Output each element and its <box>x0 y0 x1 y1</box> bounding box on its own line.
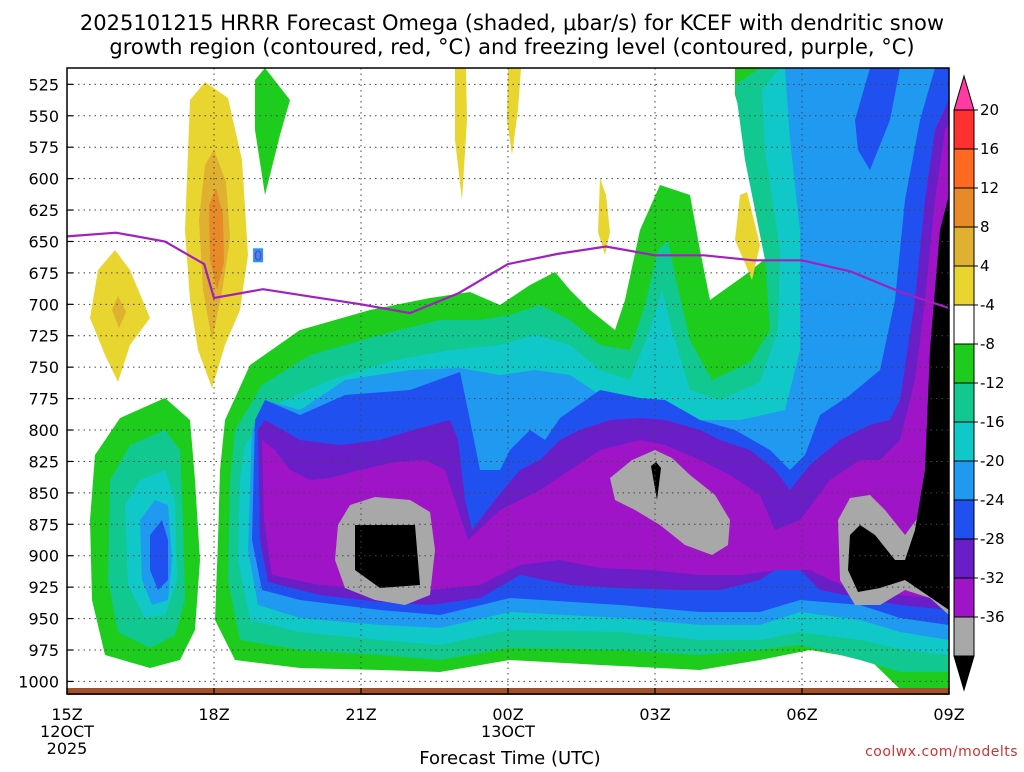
colorbar-label: -20 <box>980 452 1005 470</box>
colorbar-label: -32 <box>980 569 1005 587</box>
y-tick-label: 700 <box>28 295 59 314</box>
colorbar-label: -8 <box>980 335 995 353</box>
omega-band-minus-28 <box>262 125 949 600</box>
omega-band-minus-36 <box>355 195 949 610</box>
colorbar-segment <box>953 109 975 150</box>
colorbar-label: -16 <box>980 413 1005 431</box>
colorbar-segment <box>953 382 975 423</box>
omega-band-plus-12 <box>209 188 224 290</box>
freezing-label-bg <box>253 248 264 263</box>
x-tick-label: 09Z <box>933 705 964 724</box>
y-tick-label: 975 <box>28 641 59 660</box>
colorbar-segment <box>953 148 975 189</box>
y-tick-label: 825 <box>28 452 59 471</box>
y-tick-label: 600 <box>28 170 59 189</box>
y-tick-label: 750 <box>28 358 59 377</box>
freezing-label-text: 0 <box>254 249 262 264</box>
x-tick-label: 21Z <box>345 705 376 724</box>
x-tick-label: 18Z <box>198 705 229 724</box>
y-tick-label: 625 <box>28 201 59 220</box>
y-tick-label: 725 <box>28 327 59 346</box>
colorbar-segment <box>953 226 975 267</box>
y-axis: 525 550 575 600 625 650 675 700 725 750 775 800 825 8… <box>18 75 73 691</box>
colorbar-segment <box>953 499 975 540</box>
y-tick-label: 675 <box>28 264 59 283</box>
colorbar-label: 12 <box>980 179 999 197</box>
chart-title-line2: growth region (contoured, red, °C) and f… <box>109 35 914 59</box>
colorbar-segment <box>953 265 975 306</box>
freezing-level-label: 0 <box>253 248 264 264</box>
omega-shading <box>90 68 949 694</box>
colorbar-label: -12 <box>980 374 1005 392</box>
y-tick-label: 1000 <box>18 672 59 691</box>
colorbar-segment <box>953 304 975 345</box>
x-tick-label: 00Z <box>492 705 523 724</box>
x-tick-label: 06Z <box>786 705 817 724</box>
colorbar-segment <box>953 343 975 384</box>
colorbar-label: -24 <box>980 491 1005 509</box>
y-tick-label: 900 <box>28 547 59 566</box>
colorbar-label: -28 <box>980 530 1005 548</box>
y-tick-label: 775 <box>28 390 59 409</box>
credit-link[interactable]: coolwx.com/modelts <box>865 744 1018 760</box>
colorbar: 20 16 12 8 4 -4 -8 -12 -16 -20 -24 -28 -32 -36 <box>953 74 1005 692</box>
colorbar-label: 8 <box>980 218 990 236</box>
colorbar-label: -4 <box>980 296 995 314</box>
chart-title-line1: 2025101215 HRRR Forecast Omega (shaded, … <box>80 11 944 35</box>
colorbar-segment <box>953 616 975 657</box>
y-tick-label: 875 <box>28 515 59 534</box>
colorbar-segment <box>953 460 975 501</box>
freezing-level-line <box>66 231 950 315</box>
colorbar-label: -36 <box>980 608 1005 626</box>
colorbar-cap-top <box>953 74 975 111</box>
colorbar-cap-bottom <box>953 655 975 692</box>
colorbar-label: 16 <box>980 140 999 158</box>
x-tick-label: 15Z <box>51 705 82 724</box>
x-tick-year: 2025 <box>47 739 88 758</box>
x-tick-label: 03Z <box>639 705 670 724</box>
y-tick-label: 950 <box>28 610 59 629</box>
grid <box>67 68 949 694</box>
y-tick-label: 800 <box>28 421 59 440</box>
y-tick-label: 650 <box>28 232 59 251</box>
colorbar-segment <box>953 538 975 579</box>
y-tick-label: 850 <box>28 484 59 503</box>
y-tick-label: 525 <box>28 75 59 94</box>
colorbar-segment <box>953 577 975 618</box>
colorbar-label: 4 <box>980 257 990 275</box>
x-tick-date: 13OCT <box>481 722 535 741</box>
y-tick-label: 925 <box>28 578 59 597</box>
y-tick-label: 550 <box>28 107 59 126</box>
colorbar-segment <box>953 187 975 228</box>
y-tick-label: 575 <box>28 138 59 157</box>
colorbar-segment <box>953 421 975 462</box>
x-axis-label: Forecast Time (UTC) <box>419 748 600 768</box>
x-tick-date: 12OCT <box>40 722 94 741</box>
colorbar-label: 20 <box>980 101 999 119</box>
